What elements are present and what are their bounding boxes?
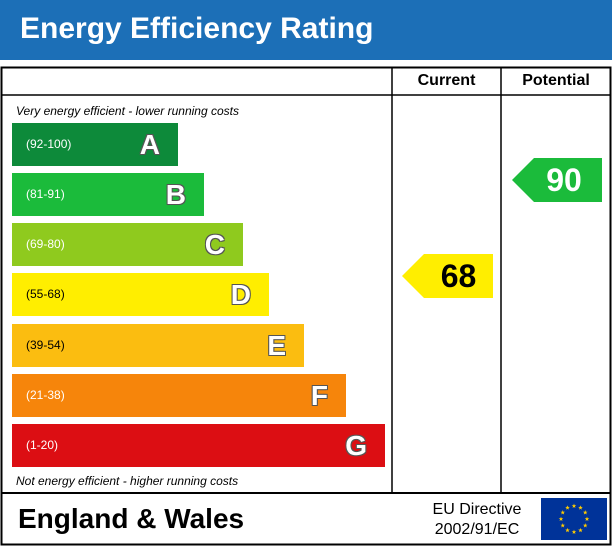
band-range: (92-100) [26,137,72,151]
potential-column-header: Potential [522,72,590,89]
band-f: (21-38) F [12,374,346,417]
band-g: (1-20) G [12,424,385,467]
potential-rating-arrow: 90 [512,158,602,202]
potential-arrow-shape [512,158,602,202]
eu-star-icon [560,510,566,515]
chart-title: Energy Efficiency Rating [20,12,374,45]
band-letter: C [204,229,225,260]
band-range: (55-68) [26,287,65,301]
band-range: (21-38) [26,388,65,402]
eu-star-icon [560,523,566,528]
band-letter: F [310,380,328,411]
eu-star-icon [565,527,570,533]
band-letter: B [165,179,186,210]
eu-directive-text: EU Directive 2002/91/EC [420,500,534,540]
band-b: (81-91) B [12,173,204,216]
eu-star-icon [582,510,588,515]
eu-star-icon [571,503,577,508]
band-letter: A [139,129,160,160]
eu-star-icon [582,523,588,528]
eu-star-icon [578,527,583,533]
band-c: (69-80) C [12,223,243,266]
eu-directive-line1: EU Directive [432,501,522,518]
band-a: (92-100) A [12,123,178,166]
eu-star-icon [571,529,577,534]
region-label: England & Wales [18,503,245,534]
band-letter: D [230,279,251,310]
eu-star-icon [565,505,570,510]
band-letter: G [345,430,367,461]
current-arrow-shape [402,254,493,298]
efficient-note: Very energy efficient - lower running co… [16,104,239,118]
eu-star-icon [584,516,590,521]
current-rating-value: 68 [440,258,477,294]
band-range: (69-80) [26,237,65,251]
current-column-header: Current [417,72,476,89]
title-bar: Energy Efficiency Rating [0,0,612,60]
eu-directive-line2: 2002/91/EC [434,521,520,538]
band-d: (55-68) D [12,273,269,316]
band-e: (39-54) E [12,324,304,367]
band-range: (39-54) [26,338,65,352]
eu-flag-icon [541,498,607,540]
eu-star-icon [558,516,564,521]
band-range: (81-91) [26,187,65,201]
eu-star-icon [578,505,583,510]
inefficient-note: Not energy efficient - higher running co… [16,474,239,488]
band-range: (1-20) [26,438,59,452]
potential-rating-value: 90 [546,162,582,198]
band-letter: E [267,330,286,361]
current-rating-arrow: 68 [402,254,493,298]
